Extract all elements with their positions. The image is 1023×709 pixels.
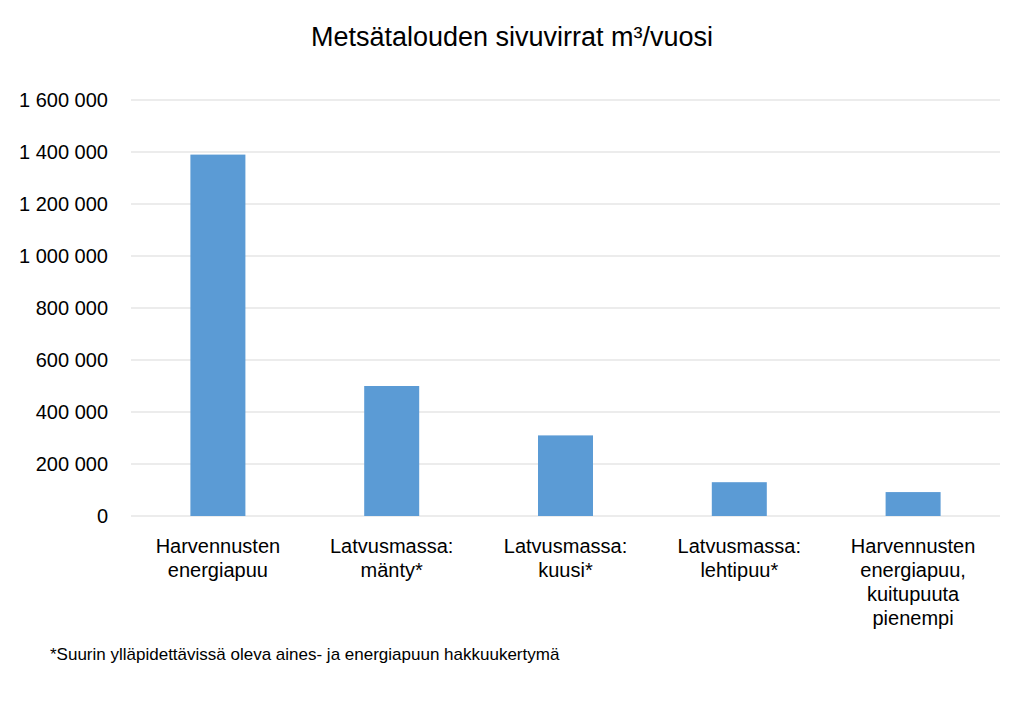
y-tick-label: 1 000 000 (19, 245, 108, 267)
bar (712, 482, 767, 516)
bars (190, 155, 940, 516)
y-tick-label: 1 200 000 (19, 193, 108, 215)
y-tick-label: 1 400 000 (19, 141, 108, 163)
footnote: *Suurin ylläpidettävissä oleva aines- ja… (50, 645, 560, 664)
grid-line (131, 360, 1000, 361)
grid-line (131, 100, 1000, 101)
bar (190, 155, 245, 516)
grid-line (131, 256, 1000, 257)
x-tick-label: Latvusmassa:kuusi* (504, 535, 627, 581)
y-tick-label: 1 600 000 (19, 89, 108, 111)
y-tick-label: 600 000 (36, 349, 108, 371)
bar (364, 386, 419, 516)
x-tick-label: Harvennustenenergiapuu (156, 535, 281, 581)
x-tick-label: Latvusmassa:lehtipuu* (678, 535, 801, 581)
bar (886, 492, 941, 516)
x-tick-label: Latvusmassa:mänty* (330, 535, 453, 581)
chart-title: Metsätalouden sivuvirrat m³/vuosi (311, 22, 713, 52)
chart-container: Metsätalouden sivuvirrat m³/vuosi 0 200 00… (0, 0, 1023, 709)
y-tick-label: 800 000 (36, 297, 108, 319)
grid-line (131, 204, 1000, 205)
grid-line (131, 308, 1000, 309)
y-tick-label: 0 (97, 505, 108, 527)
y-tick-label: 200 000 (36, 453, 108, 475)
x-tick-label: Harvennustenenergiapuu,kuitupuutapienemp… (851, 535, 976, 629)
grid-line (131, 412, 1000, 413)
grid-line (131, 152, 1000, 153)
bar (538, 435, 593, 516)
chart-svg: Metsätalouden sivuvirrat m³/vuosi 0 200 00… (0, 0, 1023, 709)
y-tick-label: 400 000 (36, 401, 108, 423)
